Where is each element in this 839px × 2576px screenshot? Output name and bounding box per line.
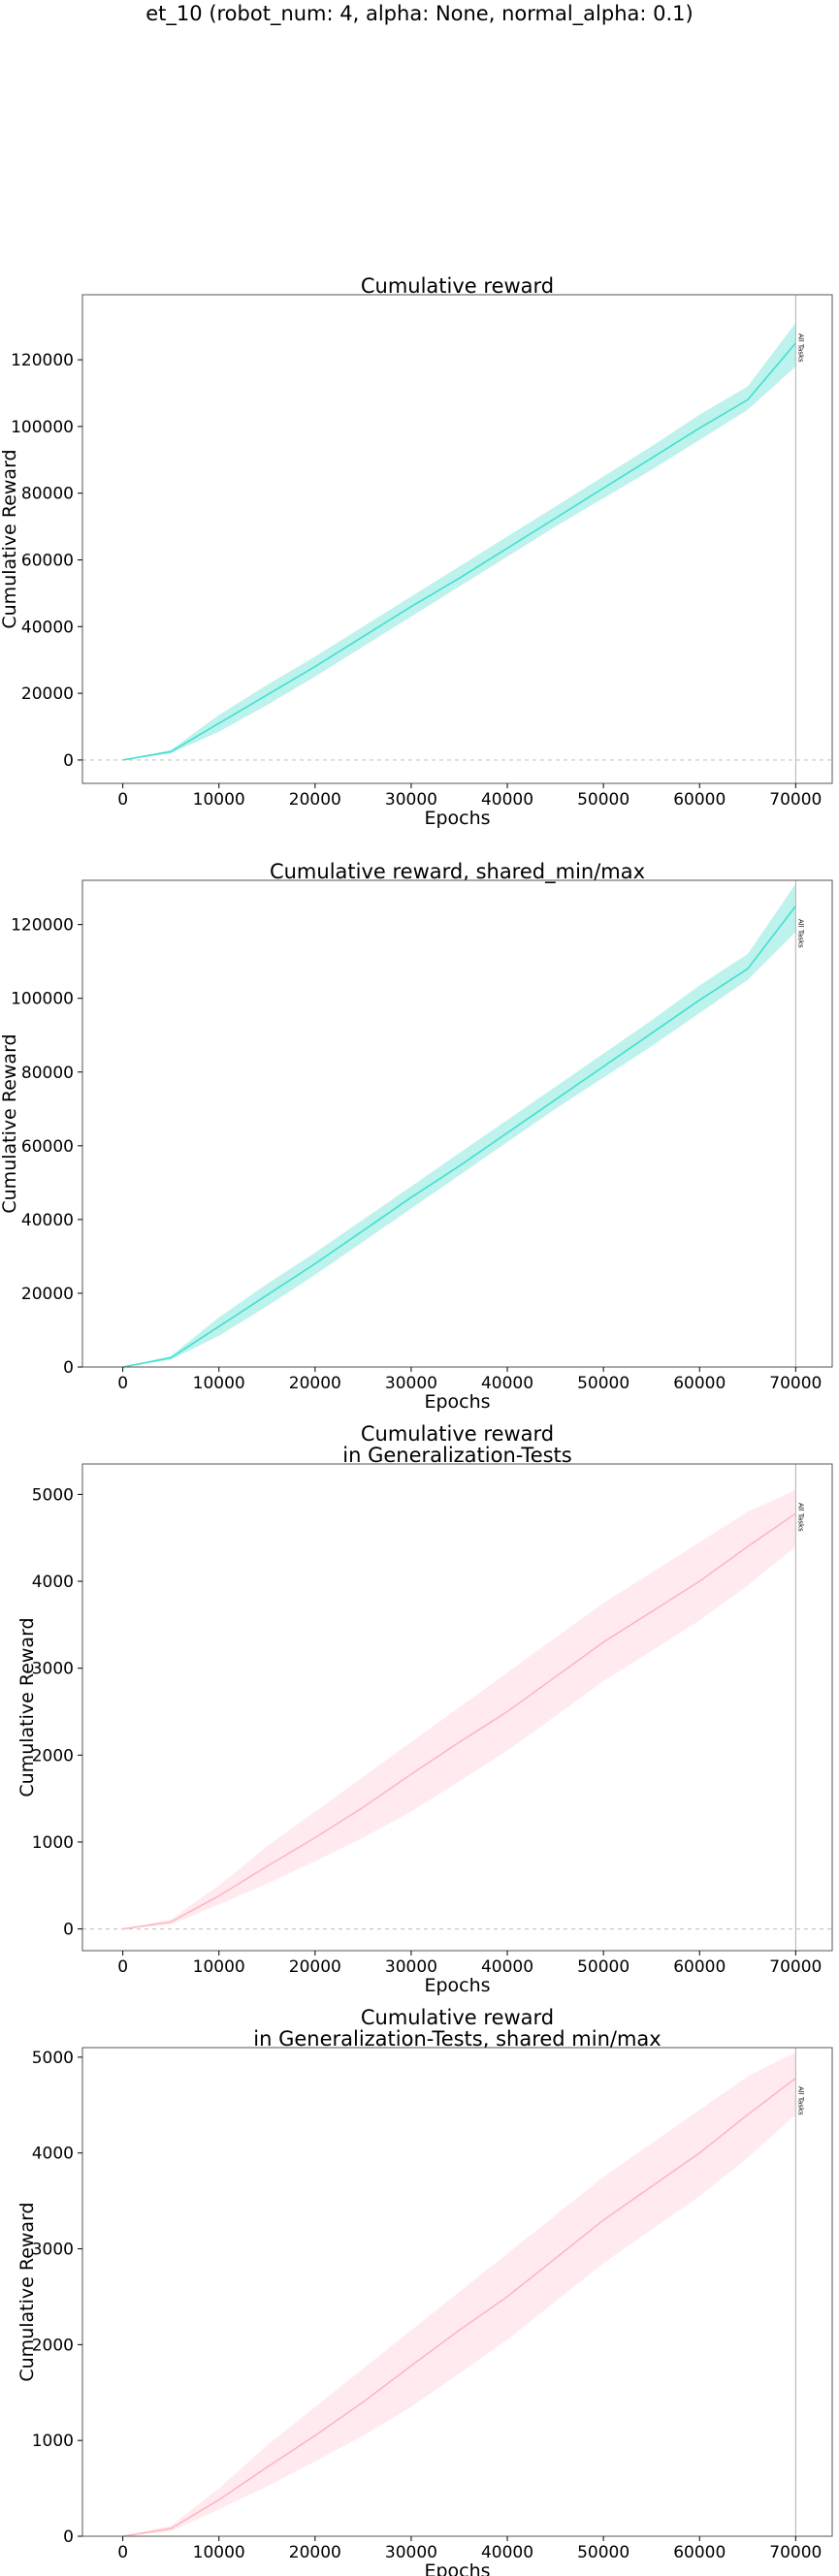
x-tick-label: 40000 [481,1374,533,1393]
y-tick-label: 5000 [32,1485,74,1505]
x-axis-label: Epochs [424,1975,490,1996]
x-tick-label: 10000 [193,2543,245,2562]
figure-title: et_10 (robot_num: 4, alpha: None, normal… [145,2,694,25]
y-tick-label: 2000 [32,1746,74,1765]
y-tick-label: 0 [63,2528,74,2547]
x-tick-label: 70000 [769,1374,822,1393]
y-tick-label: 0 [63,1358,74,1378]
plot-title: Cumulative reward [361,274,554,298]
y-axis-label: Cumulative Reward [0,449,20,628]
y-tick-label: 4000 [32,2145,74,2164]
y-tick-label: 120000 [11,916,74,936]
confidence-band [122,883,796,1367]
x-tick-label: 10000 [193,1374,245,1393]
series-line [122,342,796,761]
y-axis-label: Cumulative Reward [0,1034,20,1213]
y-tick-label: 5000 [32,2049,74,2068]
y-tick-label: 2000 [32,2336,74,2355]
x-tick-label: 0 [117,1957,128,1977]
y-tick-label: 20000 [21,684,74,704]
y-tick-label: 60000 [21,1137,74,1157]
x-tick-label: 20000 [289,2543,341,2562]
x-tick-label: 10000 [193,1957,245,1977]
x-tick-label: 60000 [673,790,726,810]
x-tick-label: 20000 [289,790,341,810]
x-tick-label: 50000 [577,790,629,810]
x-axis-label: Epochs [424,1391,490,1413]
x-tick-label: 30000 [385,2543,437,2562]
y-tick-label: 20000 [21,1285,74,1304]
y-tick-label: 1000 [32,1833,74,1853]
plot-title: Cumulative reward [361,2006,554,2029]
y-tick-label: 3000 [32,1660,74,1679]
task-boundary-label: All Tasks [796,2086,804,2115]
confidence-band [122,2051,796,2536]
y-tick-label: 4000 [32,1573,74,1592]
y-tick-label: 0 [63,751,74,771]
task-boundary-label: All Tasks [796,919,804,948]
y-tick-label: 100000 [11,990,74,1009]
plot-title: Cumulative reward [361,1422,554,1446]
x-tick-label: 10000 [193,790,245,810]
plot-title: in Generalization-Tests, shared min/max [253,2027,661,2051]
x-tick-label: 70000 [769,2543,822,2562]
y-tick-label: 40000 [21,618,74,637]
x-tick-label: 0 [117,1374,128,1393]
y-axis-label: Cumulative Reward [16,2202,38,2381]
x-tick-label: 60000 [673,1957,726,1977]
x-tick-label: 70000 [769,790,822,810]
x-tick-label: 30000 [385,1957,437,1977]
x-tick-label: 0 [117,2543,128,2562]
y-tick-label: 120000 [11,351,74,370]
plot-frame [81,2047,833,2537]
x-tick-label: 60000 [673,1374,726,1393]
series-line [122,1512,796,1930]
x-tick-label: 50000 [577,1374,629,1393]
plot-frame [81,1463,833,1952]
y-tick-label: 3000 [32,2241,74,2260]
plot-frame [81,294,833,784]
y-tick-label: 60000 [21,552,74,571]
y-tick-label: 80000 [21,1064,74,1083]
y-tick-label: 80000 [21,485,74,504]
x-tick-label: 20000 [289,1957,341,1977]
y-tick-label: 100000 [11,418,74,437]
x-tick-label: 70000 [769,1957,822,1977]
x-axis-label: Epochs [424,2560,490,2576]
x-tick-label: 30000 [385,790,437,810]
plot-frame [81,879,833,1368]
x-tick-label: 40000 [481,1957,533,1977]
x-axis-label: Epochs [424,808,490,829]
y-tick-label: 1000 [32,2432,74,2451]
series-line [122,2077,796,2537]
y-tick-label: 0 [63,1921,74,1940]
confidence-band [122,1489,796,1929]
y-tick-label: 40000 [21,1211,74,1230]
x-tick-label: 20000 [289,1374,341,1393]
plot-title: in Generalization-Tests [342,1444,571,1467]
x-tick-label: 50000 [577,1957,629,1977]
task-boundary-label: All Tasks [796,334,804,363]
x-tick-label: 50000 [577,2543,629,2562]
x-tick-label: 40000 [481,2543,533,2562]
task-boundary-label: All Tasks [796,1503,804,1532]
y-axis-label: Cumulative Reward [16,1617,38,1797]
series-line [122,906,796,1368]
x-tick-label: 40000 [481,790,533,810]
x-tick-label: 30000 [385,1374,437,1393]
x-tick-label: 0 [117,790,128,810]
x-tick-label: 60000 [673,2543,726,2562]
confidence-band [122,323,796,760]
